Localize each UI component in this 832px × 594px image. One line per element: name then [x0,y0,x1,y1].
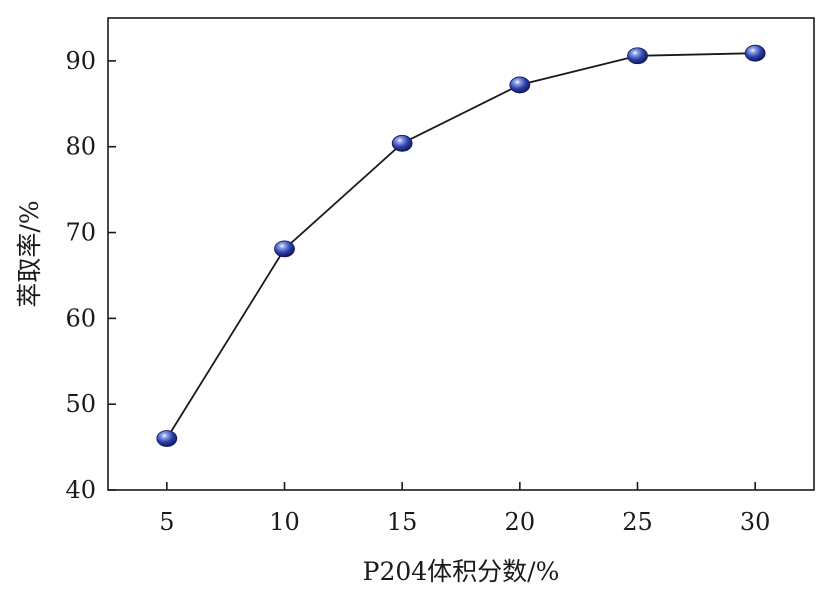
y-tick-label: 80 [65,133,96,161]
x-tick-label: 30 [740,508,771,536]
plot-area-frame [107,17,815,491]
x-axis-title: P204体积分数/% [363,557,560,586]
data-point-marker [627,47,648,65]
y-axis-title: 萃取率/% [15,200,44,307]
y-axis: 40 50 60 70 80 90 [65,47,116,504]
x-tick-label: 25 [622,508,653,536]
y-tick-label: 70 [65,219,96,247]
data-point-marker [509,76,531,94]
data-point-marker [391,134,413,152]
x-tick-label: 20 [505,508,536,536]
y-tick-label: 40 [65,476,96,504]
x-tick-label: 15 [387,508,418,536]
y-tick-label: 50 [65,390,96,418]
data-point-marker [274,240,295,258]
data-point-marker [744,44,766,62]
x-tick-label: 5 [159,508,174,536]
data-point-marker [156,430,178,447]
y-tick-label: 60 [65,304,96,332]
x-axis: 5 10 15 20 25 30 [159,482,770,536]
x-tick-label: 10 [269,508,300,536]
series-line [166,52,756,439]
series-markers [156,44,766,447]
y-tick-label: 90 [65,47,96,75]
